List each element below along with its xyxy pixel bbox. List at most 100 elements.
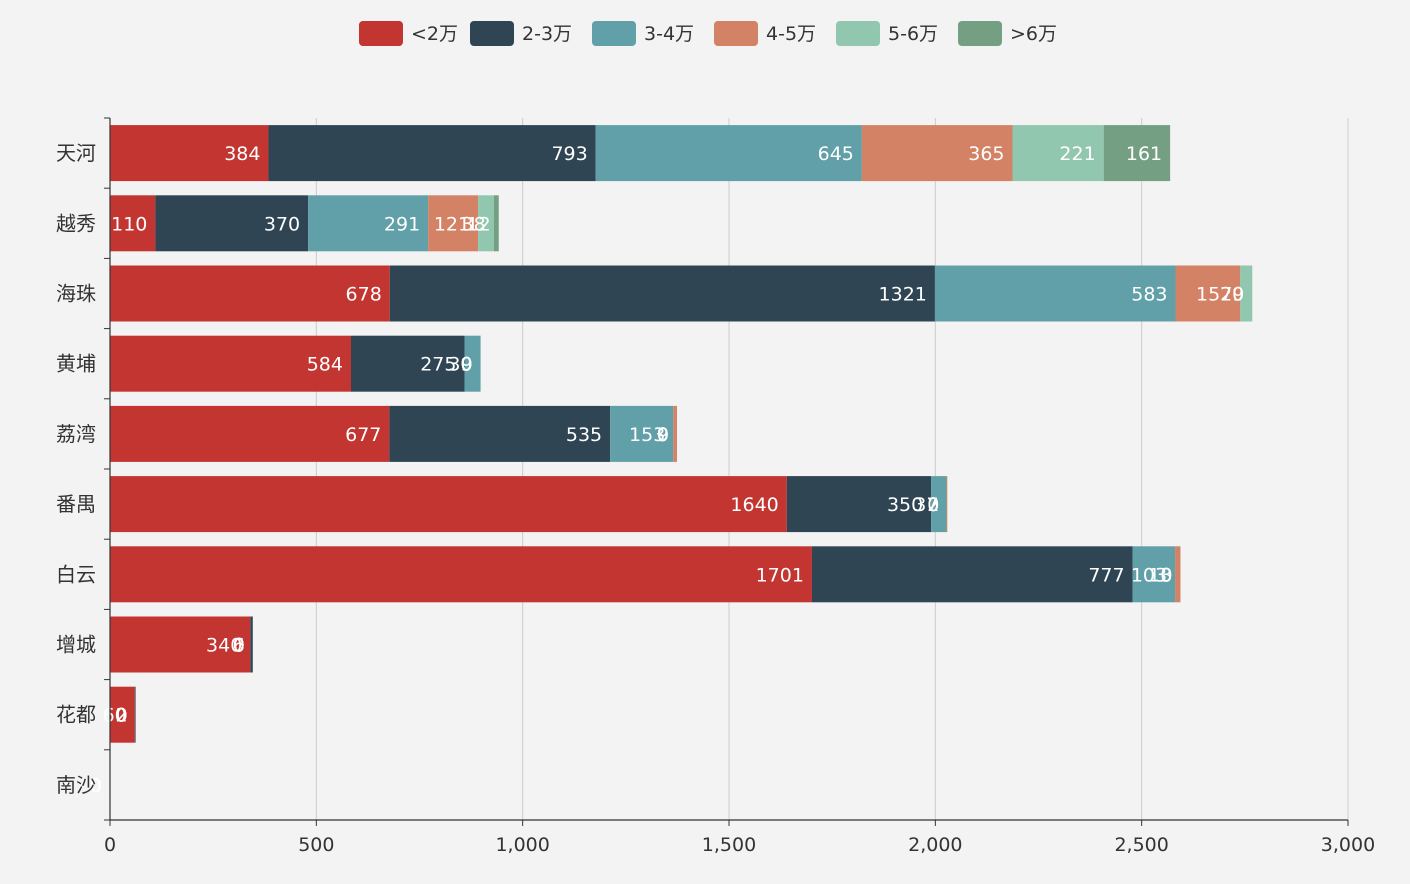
- data-label: 37: [914, 494, 938, 516]
- legend-item[interactable]: 4-5万: [714, 21, 816, 46]
- legend-swatch: [592, 21, 636, 46]
- bar-segment[interactable]: [110, 405, 390, 462]
- data-label: 0: [927, 494, 939, 516]
- bar-segment[interactable]: [110, 125, 269, 182]
- data-label: 157: [1196, 284, 1232, 306]
- bar-segment[interactable]: [478, 195, 494, 252]
- category-label: 荔湾: [56, 422, 96, 446]
- bar-segment[interactable]: [811, 546, 1133, 603]
- category-label: 番禺: [56, 492, 96, 516]
- data-label: 1701: [756, 564, 804, 586]
- data-label: 678: [346, 284, 382, 306]
- data-label: 291: [384, 213, 420, 235]
- bar-segment[interactable]: [428, 195, 479, 252]
- bar-segment[interactable]: [861, 125, 1013, 182]
- bar-segment[interactable]: [946, 476, 948, 533]
- data-label: 13: [1148, 564, 1172, 586]
- bar-segment[interactable]: [110, 476, 787, 533]
- data-label: 0: [233, 635, 245, 657]
- category-label: 越秀: [56, 211, 96, 235]
- data-label: 221: [1059, 143, 1095, 165]
- bar-segment[interactable]: [110, 195, 156, 252]
- legend-swatch: [836, 21, 880, 46]
- data-label: 0: [90, 775, 102, 797]
- legend-label: 3-4万: [644, 23, 694, 45]
- data-label: 0: [115, 705, 127, 727]
- legend-item[interactable]: >6万: [958, 21, 1057, 46]
- bar-segment[interactable]: [110, 686, 135, 743]
- data-label: 0: [657, 424, 669, 446]
- data-label: 39: [448, 354, 472, 376]
- legend-item[interactable]: 3-4万: [592, 21, 694, 46]
- data-label: 384: [224, 143, 260, 165]
- bar-segment[interactable]: [1175, 546, 1181, 603]
- bar-segment[interactable]: [350, 335, 465, 392]
- bar-segment[interactable]: [110, 616, 251, 673]
- data-label: 29: [1220, 284, 1244, 306]
- legend-item[interactable]: 2-3万: [470, 21, 572, 46]
- data-label: 60: [103, 705, 127, 727]
- axes: 0 500 1,000 1,500 2,000 2,500 3,000 天河越秀海珠黄埔荔湾番…: [56, 117, 1375, 856]
- data-label: 370: [264, 213, 300, 235]
- bar-segment[interactable]: [110, 265, 390, 322]
- data-label: 0: [460, 354, 472, 376]
- data-label: 161: [1126, 143, 1162, 165]
- bar-segment[interactable]: [250, 616, 253, 673]
- legend-swatch: [470, 21, 514, 46]
- data-label: 0: [90, 775, 102, 797]
- bar-segment[interactable]: [389, 405, 611, 462]
- data-label: 275: [420, 354, 456, 376]
- bar-segment[interactable]: [110, 335, 351, 392]
- data-label: 584: [307, 354, 343, 376]
- data-label: 0: [115, 705, 127, 727]
- bar-segment[interactable]: [493, 195, 499, 252]
- legend-label: 2-3万: [522, 23, 572, 45]
- bar-segment[interactable]: [389, 265, 935, 322]
- x-tick-label: 2,000: [908, 834, 962, 856]
- legend-label: <2万: [411, 23, 458, 45]
- legend-label: 5-6万: [888, 23, 938, 45]
- bar-segment[interactable]: [1012, 125, 1104, 182]
- bar-segment[interactable]: [673, 405, 678, 462]
- data-label: 0: [460, 354, 472, 376]
- data-label: 0: [1160, 564, 1172, 586]
- bar-segment[interactable]: [110, 546, 812, 603]
- category-label: 黄埔: [56, 352, 96, 376]
- data-label: 350: [887, 494, 923, 516]
- bar-segment[interactable]: [610, 405, 674, 462]
- bar-segment[interactable]: [464, 335, 481, 392]
- category-label: 南沙: [56, 773, 96, 797]
- bar-segment[interactable]: [595, 125, 862, 182]
- bar-segment[interactable]: [1132, 546, 1176, 603]
- bar-segment[interactable]: [1175, 265, 1241, 322]
- data-label: 645: [818, 143, 854, 165]
- bar-segment[interactable]: [134, 686, 136, 743]
- data-label: 0: [233, 635, 245, 657]
- x-tick-label: 2,500: [1114, 834, 1168, 856]
- data-label: 793: [551, 143, 587, 165]
- bar-segment[interactable]: [1240, 265, 1253, 322]
- bar-segment[interactable]: [308, 195, 429, 252]
- legend-swatch: [359, 21, 403, 46]
- data-label: 0: [1232, 284, 1244, 306]
- bar-segment[interactable]: [268, 125, 596, 182]
- x-tick-label: 1,500: [702, 834, 756, 856]
- bar-segment[interactable]: [931, 476, 947, 533]
- data-label: 6: [233, 635, 245, 657]
- legend[interactable]: <2万 2-3万 3-4万 4-5万 5-6万 >6万: [359, 21, 1057, 46]
- bar-segment[interactable]: [1103, 125, 1171, 182]
- data-label: 583: [1131, 284, 1167, 306]
- data-label: 9: [657, 424, 669, 446]
- legend-item[interactable]: 5-6万: [836, 21, 938, 46]
- data-label: 38: [462, 213, 486, 235]
- data-label: 0: [90, 775, 102, 797]
- bar-segment[interactable]: [934, 265, 1176, 322]
- data-label: 0: [1160, 564, 1172, 586]
- bar-segment[interactable]: [786, 476, 932, 533]
- legend-item[interactable]: <2万: [359, 21, 458, 46]
- legend-label: >6万: [1010, 23, 1057, 45]
- data-label: 2: [115, 705, 127, 727]
- bar-segment[interactable]: [155, 195, 309, 252]
